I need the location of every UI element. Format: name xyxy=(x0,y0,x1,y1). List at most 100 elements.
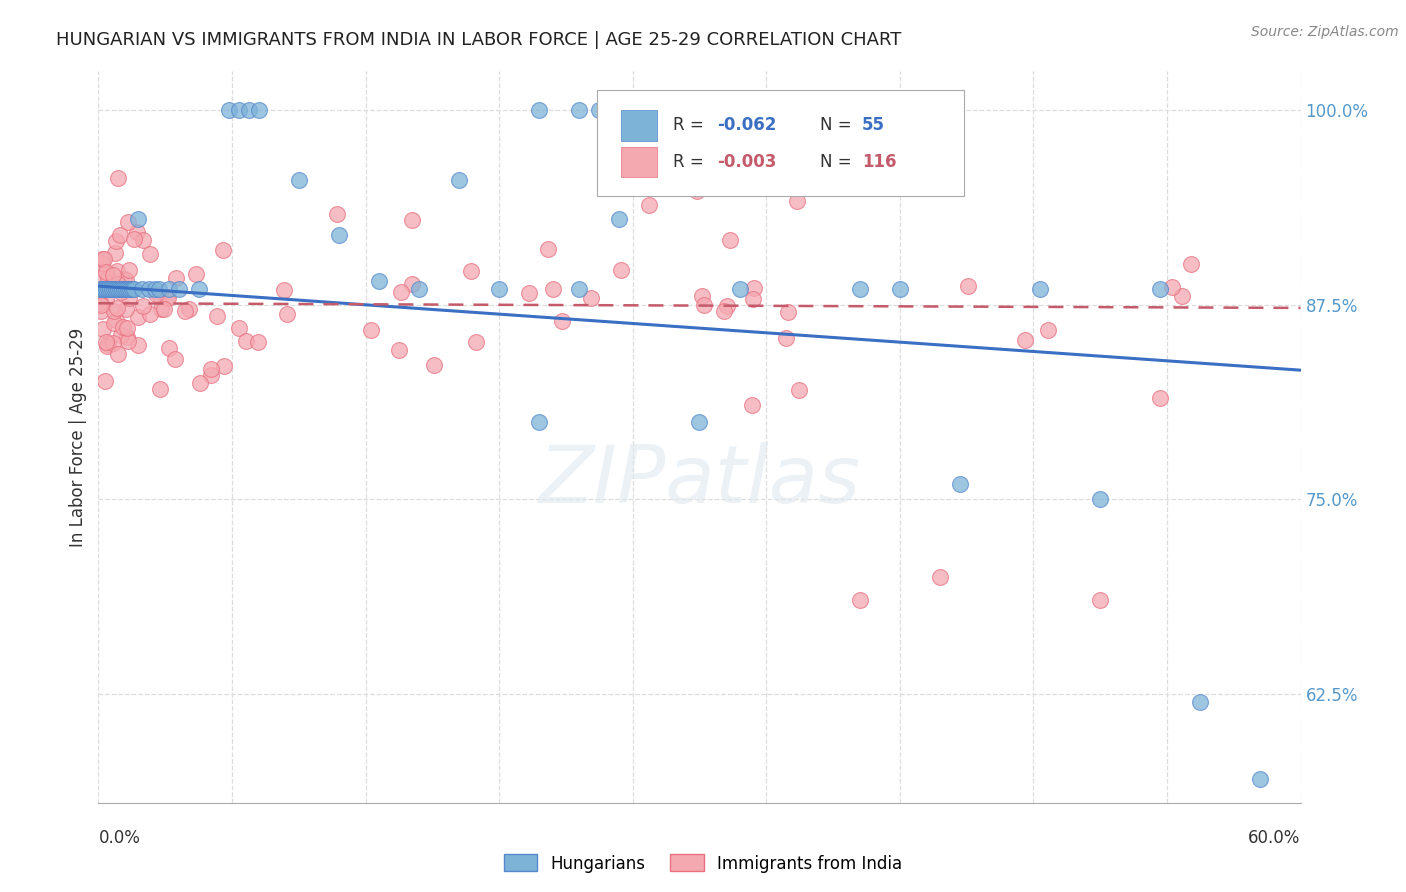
Point xyxy=(167,282,190,296)
Point xyxy=(690,289,713,303)
Point xyxy=(96,282,118,296)
Point xyxy=(273,283,295,297)
Point xyxy=(247,103,270,118)
Point xyxy=(97,270,120,285)
Point xyxy=(139,247,162,261)
Point xyxy=(127,338,149,352)
Point xyxy=(115,273,138,287)
Point xyxy=(91,321,114,335)
Point xyxy=(163,351,186,366)
Point xyxy=(174,303,197,318)
Point xyxy=(218,103,240,118)
Point xyxy=(149,289,172,303)
Text: ZIPatlas: ZIPatlas xyxy=(538,442,860,520)
Point xyxy=(957,278,980,293)
Point xyxy=(328,227,350,242)
Point xyxy=(648,103,671,118)
Point xyxy=(93,282,115,296)
Point xyxy=(238,103,260,118)
Point xyxy=(588,103,610,118)
Bar xyxy=(621,146,658,178)
Point xyxy=(1189,695,1212,709)
Point xyxy=(105,313,128,327)
Point xyxy=(90,252,112,266)
Point xyxy=(101,282,124,296)
Point xyxy=(128,212,150,227)
Point xyxy=(101,277,124,291)
Point xyxy=(460,264,482,278)
Point xyxy=(104,245,127,260)
Point xyxy=(107,277,129,291)
Point xyxy=(568,103,591,118)
Point xyxy=(849,282,872,296)
Point xyxy=(105,282,128,296)
Point xyxy=(423,358,446,372)
Point xyxy=(97,336,120,351)
Text: R =: R = xyxy=(673,117,709,135)
Point xyxy=(143,282,166,296)
Point xyxy=(610,263,633,277)
Point xyxy=(111,282,134,296)
Point xyxy=(157,291,180,305)
Point xyxy=(551,314,574,328)
Point xyxy=(1149,282,1171,296)
Point xyxy=(115,330,138,344)
Point xyxy=(90,303,112,318)
Point xyxy=(1149,391,1171,405)
Point xyxy=(776,305,799,319)
Point xyxy=(517,285,540,300)
Point xyxy=(90,298,112,312)
Point xyxy=(94,293,117,307)
Point xyxy=(122,232,145,246)
Point xyxy=(742,281,765,295)
Point xyxy=(1180,257,1202,271)
Point xyxy=(117,215,139,229)
Point xyxy=(1088,492,1111,507)
Point xyxy=(609,212,631,227)
Point xyxy=(212,244,235,258)
Point xyxy=(96,338,118,352)
Point xyxy=(156,290,179,304)
Point xyxy=(326,207,349,221)
Text: -0.003: -0.003 xyxy=(717,153,778,171)
Point xyxy=(107,282,129,296)
Text: N =: N = xyxy=(820,153,856,171)
Point xyxy=(685,184,707,198)
Y-axis label: In Labor Force | Age 25-29: In Labor Force | Age 25-29 xyxy=(69,327,87,547)
Point xyxy=(117,282,139,296)
Point xyxy=(107,171,129,186)
Point xyxy=(131,282,153,296)
Point xyxy=(288,173,311,187)
Point xyxy=(111,320,134,334)
Point xyxy=(713,304,735,318)
Point xyxy=(581,291,603,305)
Text: HUNGARIAN VS IMMIGRANTS FROM INDIA IN LABOR FORCE | AGE 25-29 CORRELATION CHART: HUNGARIAN VS IMMIGRANTS FROM INDIA IN LA… xyxy=(56,31,901,49)
Point xyxy=(115,320,138,334)
Point xyxy=(96,334,118,349)
Point xyxy=(112,272,135,286)
Point xyxy=(1250,772,1272,787)
Point xyxy=(389,285,412,300)
Point xyxy=(91,282,114,296)
Point xyxy=(115,282,138,296)
Point xyxy=(188,376,211,390)
Point xyxy=(228,103,250,118)
Point xyxy=(689,103,711,118)
Point xyxy=(105,264,128,278)
FancyBboxPatch shape xyxy=(598,90,965,195)
Point xyxy=(110,228,132,243)
Point xyxy=(120,282,142,296)
Point xyxy=(247,335,270,350)
Point xyxy=(150,302,173,317)
Point xyxy=(276,307,298,321)
Point xyxy=(148,282,170,296)
Point xyxy=(408,282,430,296)
Point xyxy=(689,415,711,429)
Point xyxy=(716,299,738,313)
Point xyxy=(205,309,228,323)
Point xyxy=(110,328,132,343)
Point xyxy=(228,320,250,334)
Point xyxy=(110,285,132,300)
Point xyxy=(149,382,172,396)
Point xyxy=(692,298,714,312)
